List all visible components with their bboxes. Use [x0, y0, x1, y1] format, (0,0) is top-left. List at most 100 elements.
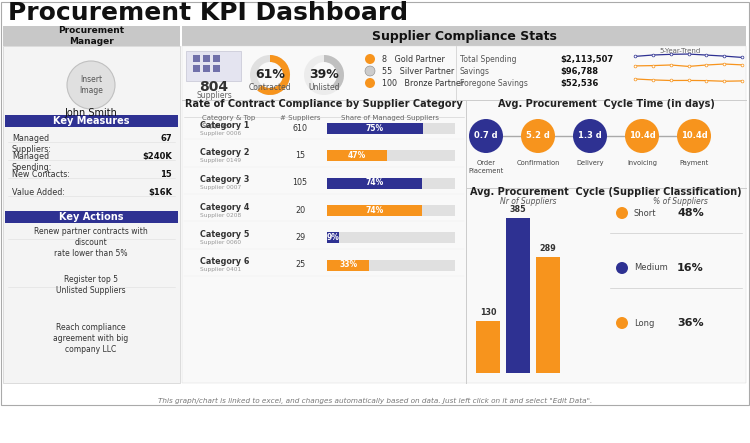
Text: Avg. Procurement  Cycle Time (in days): Avg. Procurement Cycle Time (in days)	[497, 99, 715, 109]
Text: Rate of Contract Compliance by Supplier Category: Rate of Contract Compliance by Supplier …	[185, 99, 463, 109]
Text: Category & Top
Supplier: Category & Top Supplier	[202, 115, 255, 128]
Text: Key Actions: Key Actions	[58, 212, 123, 222]
Text: Order
Placement: Order Placement	[468, 160, 504, 174]
Text: Category 6: Category 6	[200, 257, 249, 266]
Text: Suppliers: Suppliers	[196, 90, 232, 100]
Circle shape	[616, 317, 628, 329]
Text: 105: 105	[292, 178, 308, 187]
Text: New Contacts:: New Contacts:	[12, 170, 70, 179]
Text: Unlisted: Unlisted	[308, 82, 340, 92]
FancyBboxPatch shape	[203, 65, 210, 72]
FancyBboxPatch shape	[536, 256, 560, 373]
Text: 610: 610	[292, 124, 308, 132]
Text: Procurement KPI Dashboard: Procurement KPI Dashboard	[8, 1, 408, 25]
FancyBboxPatch shape	[506, 218, 530, 373]
Text: Procurement
Manager: Procurement Manager	[58, 26, 124, 46]
Text: 20: 20	[295, 206, 305, 214]
Text: Supplier 0149: Supplier 0149	[200, 158, 242, 163]
Text: Total Spending: Total Spending	[460, 54, 517, 63]
Text: 48%: 48%	[677, 208, 703, 218]
FancyBboxPatch shape	[5, 115, 178, 127]
FancyBboxPatch shape	[213, 65, 220, 72]
FancyBboxPatch shape	[327, 205, 422, 216]
Text: Invoicing: Invoicing	[627, 160, 657, 166]
FancyBboxPatch shape	[327, 205, 455, 216]
Text: Managed
Spending:: Managed Spending:	[12, 152, 53, 172]
Text: Foregone Savings: Foregone Savings	[460, 78, 528, 88]
Text: Contracted: Contracted	[249, 82, 291, 92]
Circle shape	[365, 78, 375, 88]
Text: Avg. Procurement  Cycle (Supplier Classification): Avg. Procurement Cycle (Supplier Classif…	[470, 187, 742, 197]
FancyBboxPatch shape	[327, 178, 455, 189]
FancyBboxPatch shape	[327, 178, 422, 189]
FancyBboxPatch shape	[193, 55, 200, 62]
Text: Confirmation: Confirmation	[516, 160, 560, 166]
Wedge shape	[250, 55, 290, 95]
Text: Short: Short	[634, 209, 656, 218]
Text: 61%: 61%	[255, 67, 285, 81]
FancyBboxPatch shape	[3, 46, 180, 383]
Text: Category 3: Category 3	[200, 175, 249, 184]
FancyBboxPatch shape	[327, 233, 455, 244]
Text: Key Measures: Key Measures	[53, 116, 129, 126]
Text: % of Suppliers: % of Suppliers	[652, 197, 707, 206]
Text: $52,536: $52,536	[560, 78, 598, 88]
Text: Nr of Suppliers: Nr of Suppliers	[500, 197, 556, 206]
Text: 5.2 d: 5.2 d	[526, 131, 550, 140]
Text: # Suppliers: # Suppliers	[280, 115, 320, 121]
Text: 29: 29	[295, 233, 305, 242]
Text: 8   Gold Partner: 8 Gold Partner	[377, 54, 445, 63]
Text: 289: 289	[540, 244, 556, 253]
Text: Renew partner contracts with
discount
rate lower than 5%: Renew partner contracts with discount ra…	[34, 227, 148, 258]
Circle shape	[616, 207, 628, 219]
Text: Supplier 0401: Supplier 0401	[200, 267, 242, 272]
FancyBboxPatch shape	[476, 321, 500, 373]
FancyBboxPatch shape	[327, 260, 369, 271]
Text: 9%: 9%	[326, 233, 339, 242]
Text: 15: 15	[295, 151, 305, 160]
FancyBboxPatch shape	[186, 51, 241, 81]
FancyBboxPatch shape	[327, 123, 455, 134]
Text: Savings: Savings	[460, 66, 490, 75]
Text: 74%: 74%	[365, 206, 383, 214]
Text: Share of Managed Suppliers: Share of Managed Suppliers	[341, 115, 439, 121]
Text: Category 4: Category 4	[200, 202, 249, 212]
Text: 5-Year-Trend: 5-Year-Trend	[659, 48, 700, 54]
Text: Reach compliance
agreement with big
company LLC: Reach compliance agreement with big comp…	[53, 323, 129, 354]
Text: $240K: $240K	[142, 152, 172, 161]
Text: 36%: 36%	[677, 318, 703, 328]
Text: 25: 25	[295, 260, 305, 269]
FancyBboxPatch shape	[327, 260, 455, 271]
Text: 1.3 d: 1.3 d	[578, 131, 602, 140]
Text: Insert
Image: Insert Image	[79, 74, 103, 95]
Text: Value Added:: Value Added:	[12, 188, 65, 197]
Circle shape	[365, 66, 375, 76]
FancyBboxPatch shape	[327, 123, 423, 134]
FancyBboxPatch shape	[0, 0, 750, 25]
Text: 74%: 74%	[365, 178, 383, 187]
Text: John Smith: John Smith	[64, 108, 118, 118]
FancyBboxPatch shape	[193, 65, 200, 72]
Text: 0.7 d: 0.7 d	[474, 131, 498, 140]
Circle shape	[67, 61, 115, 109]
Wedge shape	[304, 55, 344, 95]
Text: 385: 385	[510, 205, 526, 214]
Text: 100   Bronze Partner: 100 Bronze Partner	[377, 78, 464, 88]
Text: Managed
Suppliers:: Managed Suppliers:	[12, 134, 52, 154]
Text: Payment: Payment	[680, 160, 709, 166]
FancyBboxPatch shape	[327, 150, 455, 161]
Circle shape	[573, 119, 607, 153]
FancyBboxPatch shape	[3, 26, 180, 46]
Text: Long: Long	[634, 319, 654, 327]
Text: 10.4d: 10.4d	[628, 131, 656, 140]
Text: $2,113,507: $2,113,507	[560, 54, 614, 63]
Text: Supplier 0006: Supplier 0006	[200, 131, 242, 136]
Circle shape	[365, 54, 375, 64]
FancyBboxPatch shape	[327, 150, 387, 161]
Text: 47%: 47%	[348, 151, 366, 160]
FancyBboxPatch shape	[327, 233, 338, 244]
Text: Supplier 0208: Supplier 0208	[200, 213, 242, 218]
Text: 67: 67	[160, 134, 172, 143]
Text: 55   Silver Partner: 55 Silver Partner	[377, 66, 454, 75]
Text: Delivery: Delivery	[576, 160, 604, 166]
